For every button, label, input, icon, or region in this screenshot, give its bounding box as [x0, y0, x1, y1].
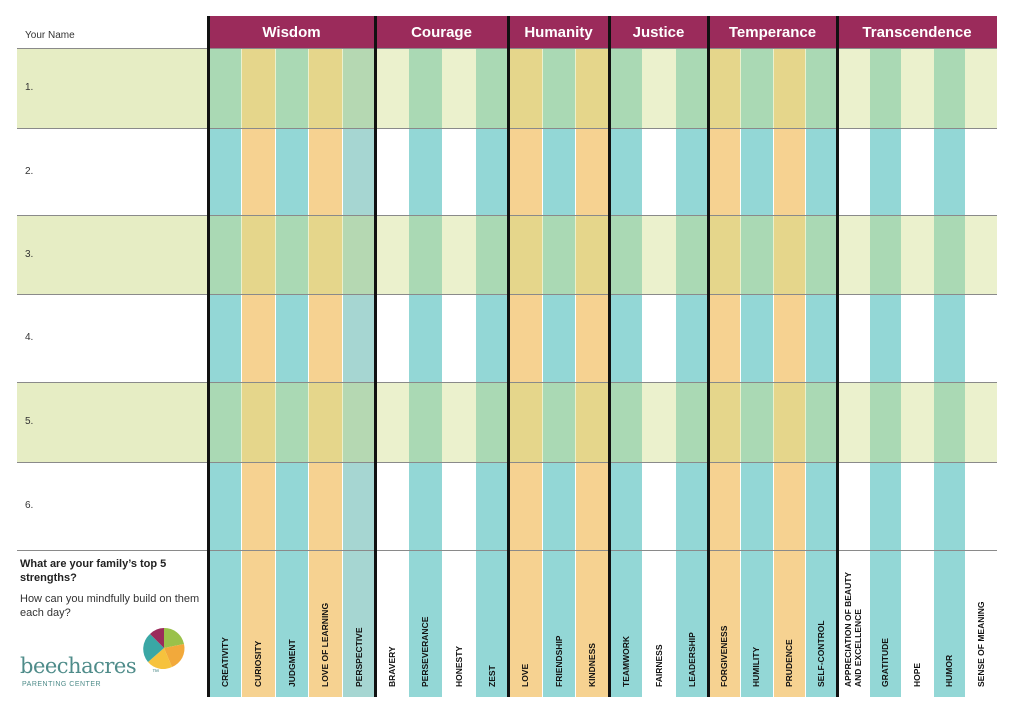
- row-tint: [208, 215, 997, 294]
- strength-column: [408, 48, 442, 697]
- strength-label: SENSE OF MEANING: [976, 601, 986, 687]
- strength-column: [772, 48, 805, 697]
- strength-column: [241, 48, 275, 697]
- row-tint: [17, 48, 208, 128]
- group-divider: [608, 16, 611, 697]
- strength-label: JUDGMENT: [286, 639, 297, 687]
- group-header: Transcendence: [837, 16, 997, 48]
- group-divider: [207, 16, 210, 697]
- strength-label: HOPE: [912, 662, 922, 687]
- group-divider: [707, 16, 710, 697]
- strength-column: [869, 48, 901, 697]
- strength-label: HONESTY: [453, 645, 464, 687]
- strength-label: FAIRNESS: [653, 644, 664, 687]
- prompt-followup: How can you mindfully build on them each…: [20, 593, 200, 619]
- strength-label: APPRECIATION OF BEAUTY AND EXCELLENCE: [843, 572, 863, 687]
- strength-label: KINDNESS: [587, 643, 598, 687]
- strength-label: GRATITUDE: [880, 638, 890, 687]
- strength-label: PERSEVERANCE: [419, 616, 430, 687]
- prompt-question: What are your family’s top 5 strengths?: [20, 558, 167, 584]
- row-label: 5.: [25, 416, 34, 427]
- row-label: 6.: [25, 500, 34, 511]
- strength-column: [575, 48, 609, 697]
- strength-column: [642, 48, 675, 697]
- row-tint: [208, 382, 997, 462]
- logo-icon: [143, 627, 185, 670]
- row-tint: [17, 215, 208, 294]
- strength-label: HUMOR: [944, 654, 954, 687]
- name-label: Your Name: [25, 30, 75, 41]
- group-divider: [507, 16, 510, 697]
- strength-column: [965, 48, 997, 697]
- strength-label: LEADERSHIP: [686, 632, 697, 687]
- strength-label: TEAMWORK: [620, 636, 631, 687]
- strength-column: [837, 48, 869, 697]
- group-header: Justice: [609, 16, 708, 48]
- strength-column: [375, 48, 409, 697]
- strength-column: [441, 48, 475, 697]
- strength-label: FRIENDSHIP: [553, 635, 564, 687]
- strength-column: [474, 48, 508, 697]
- logo-mark: ™: [152, 669, 159, 676]
- strength-label: BRAVERY: [386, 646, 397, 687]
- row-tint: [208, 48, 997, 128]
- strength-label: HUMILITY: [751, 646, 762, 687]
- strength-column: [341, 48, 375, 697]
- group-divider: [374, 16, 377, 697]
- strength-column: [308, 48, 342, 697]
- row-tint: [17, 382, 208, 462]
- group-header: Wisdom: [208, 16, 375, 48]
- strength-label: CREATIVITY: [219, 637, 230, 687]
- strength-column: [274, 48, 309, 697]
- group-header: Temperance: [708, 16, 837, 48]
- strength-label: PERSPECTIVE: [353, 627, 364, 687]
- row-label: 2.: [25, 165, 34, 177]
- strength-label: SELF-CONTROL: [815, 620, 826, 687]
- strength-column: [708, 48, 741, 697]
- strength-label: FORGIVENESS: [719, 625, 730, 687]
- strength-column: [740, 48, 773, 697]
- group-header: Courage: [375, 16, 508, 48]
- logo-name: beechacres: [20, 654, 137, 678]
- row-label: 1.: [25, 82, 34, 93]
- strength-column: [933, 48, 965, 697]
- strength-column: [901, 48, 933, 697]
- group-divider: [836, 16, 839, 697]
- strength-label: CURIOSITY: [253, 640, 264, 687]
- strength-column: [804, 48, 837, 697]
- strength-column: [541, 48, 576, 697]
- strength-label: LOVE OF LEARNING: [319, 602, 330, 687]
- strength-label: PRUDENCE: [783, 639, 794, 687]
- strength-column: [675, 48, 708, 697]
- strength-label: LOVE: [519, 663, 530, 687]
- logo-tagline: PARENTING CENTER: [22, 681, 102, 688]
- row-label: 3.: [25, 248, 34, 260]
- row-label: 4.: [25, 332, 34, 343]
- strength-label: ZEST: [486, 665, 497, 687]
- group-header: Humanity: [508, 16, 609, 48]
